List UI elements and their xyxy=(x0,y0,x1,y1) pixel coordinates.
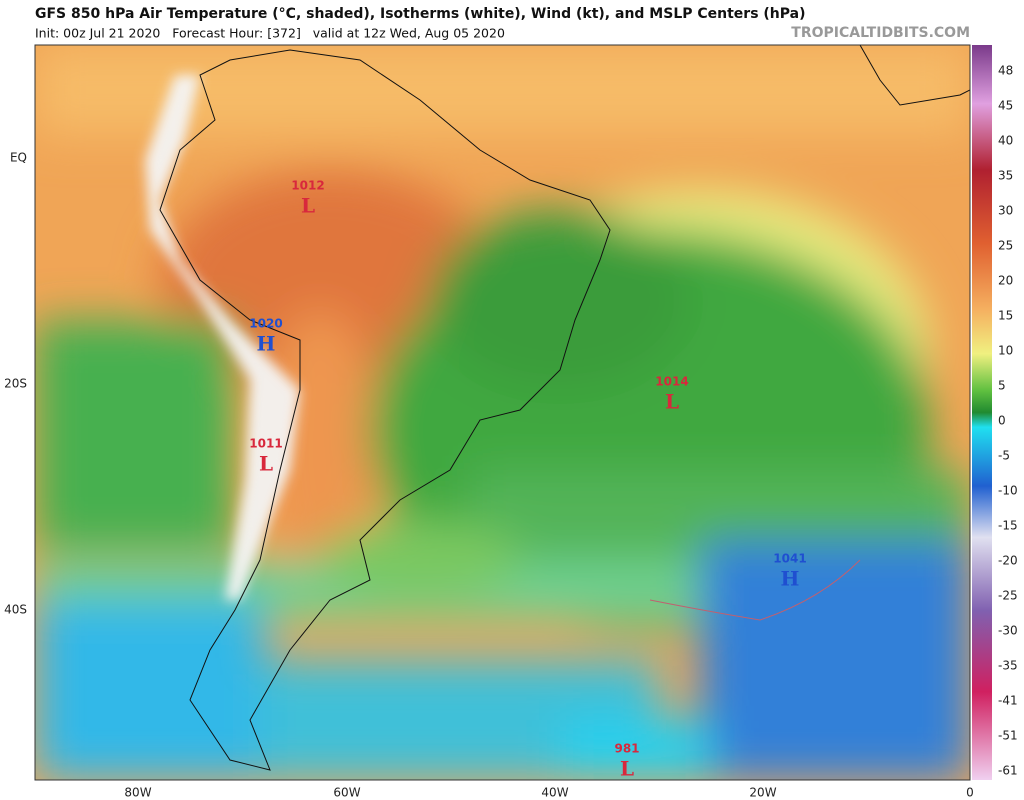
colorbar-label: -5 xyxy=(998,449,1010,463)
lon-label: 80W xyxy=(124,786,151,800)
pressure-letter: L xyxy=(665,390,679,414)
colorbar-label: 35 xyxy=(998,169,1013,183)
lat-label: EQ xyxy=(10,151,27,165)
pressure-letter: L xyxy=(620,757,634,781)
lat-label: 20S xyxy=(4,377,27,391)
colorbar-label: 30 xyxy=(998,204,1013,218)
pressure-value: 1020 xyxy=(249,317,282,331)
pressure-value: 1041 xyxy=(773,552,806,566)
lon-label: 40W xyxy=(541,786,568,800)
pressure-value: 981 xyxy=(614,742,639,756)
lat-label: 40S xyxy=(4,603,27,617)
colorbar-label: 20 xyxy=(998,274,1013,288)
map-frame xyxy=(34,44,971,781)
colorbar-label: 10 xyxy=(998,344,1013,358)
colorbar-label: 15 xyxy=(998,309,1013,323)
colorbar-label: 25 xyxy=(998,239,1013,253)
pressure-value: 1012 xyxy=(291,179,324,193)
map xyxy=(35,45,970,780)
pressure-letter: H xyxy=(781,567,800,591)
overlay: EQ 20S 40S 80W 60W 40W 20W 0 48 45 40 35 30 25 20 15 10 5… xyxy=(4,64,1018,800)
colorbar-label: 0 xyxy=(998,414,1006,428)
colorbar-label: 5 xyxy=(998,379,1006,393)
colorbar-label: -41 xyxy=(998,694,1018,708)
lon-label: 0 xyxy=(966,786,974,800)
colorbar-label: -30 xyxy=(998,624,1018,638)
colorbar-label: -61 xyxy=(998,764,1018,778)
lon-label: 20W xyxy=(749,786,776,800)
colorbar-label: -20 xyxy=(998,554,1018,568)
credit: TROPICALTIDBITS.COM xyxy=(791,25,970,41)
colorbar-label: -51 xyxy=(998,729,1018,743)
subtitle: Init: 00z Jul 21 2020 Forecast Hour: [37… xyxy=(35,26,505,41)
lon-label: 60W xyxy=(333,786,360,800)
pressure-value: 1014 xyxy=(655,375,688,389)
colorbar xyxy=(972,45,992,780)
pressure-letter: H xyxy=(257,332,276,356)
pressure-letter: L xyxy=(301,194,315,218)
colorbar-label: -15 xyxy=(998,519,1018,533)
colorbar-label: 48 xyxy=(998,64,1013,78)
colorbar-label: -25 xyxy=(998,589,1018,603)
colorbar-label: 40 xyxy=(998,134,1013,148)
colorbar-label: 45 xyxy=(998,99,1013,113)
colorbar-label: -35 xyxy=(998,659,1018,673)
pressure-letter: L xyxy=(259,452,273,476)
title: GFS 850 hPa Air Temperature (°C, shaded)… xyxy=(35,6,806,22)
colorbar-label: -10 xyxy=(998,484,1018,498)
pressure-value: 1011 xyxy=(249,437,282,451)
